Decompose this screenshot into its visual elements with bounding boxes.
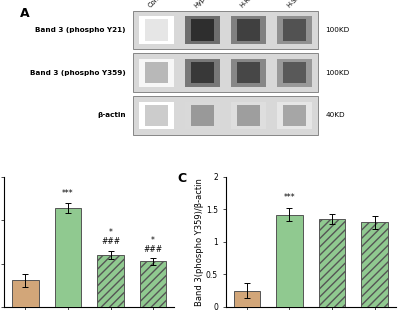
Bar xyxy=(191,19,214,41)
Bar xyxy=(231,59,266,86)
FancyBboxPatch shape xyxy=(133,53,318,92)
Text: 100KD: 100KD xyxy=(326,27,350,33)
Text: Band 3 (phospho Y21): Band 3 (phospho Y21) xyxy=(35,27,126,33)
Bar xyxy=(278,59,312,86)
Text: ###: ### xyxy=(144,246,163,255)
Bar xyxy=(319,219,345,307)
Bar xyxy=(276,215,303,307)
Bar xyxy=(191,105,214,126)
Bar xyxy=(283,105,306,126)
Text: H-Res: H-Res xyxy=(239,0,257,9)
Bar xyxy=(237,62,260,83)
Text: *: * xyxy=(108,228,112,237)
Bar xyxy=(55,208,81,307)
Bar xyxy=(145,19,168,41)
Text: *: * xyxy=(151,236,155,246)
Bar xyxy=(237,19,260,41)
Text: 40KD: 40KD xyxy=(326,113,345,118)
Y-axis label: Band 3(phospho Y359)/β-actin: Band 3(phospho Y359)/β-actin xyxy=(196,178,204,306)
Text: β-actin: β-actin xyxy=(97,113,126,118)
Bar xyxy=(139,59,174,86)
Bar xyxy=(139,102,174,129)
Bar xyxy=(191,62,214,83)
Bar xyxy=(231,102,266,129)
Bar xyxy=(185,16,220,44)
FancyBboxPatch shape xyxy=(133,96,318,135)
Bar xyxy=(185,102,220,129)
Bar xyxy=(283,62,306,83)
Text: H-SAL: H-SAL xyxy=(285,0,304,9)
Text: ***: *** xyxy=(62,189,74,198)
Text: A: A xyxy=(20,7,29,20)
Text: ###: ### xyxy=(101,237,120,246)
Bar xyxy=(145,62,168,83)
Bar xyxy=(278,102,312,129)
Text: Hypoxia: Hypoxia xyxy=(193,0,216,9)
Bar xyxy=(231,16,266,44)
Bar xyxy=(283,19,306,41)
Text: Band 3 (phospho Y359): Band 3 (phospho Y359) xyxy=(30,70,126,76)
Bar xyxy=(12,280,38,307)
Bar xyxy=(234,291,260,307)
Bar xyxy=(362,222,388,307)
Text: 100KD: 100KD xyxy=(326,70,350,76)
Bar xyxy=(185,59,220,86)
Bar xyxy=(237,105,260,126)
Bar xyxy=(139,16,174,44)
Text: Control: Control xyxy=(147,0,168,9)
Text: ***: *** xyxy=(284,193,295,202)
Text: C: C xyxy=(178,172,187,185)
FancyBboxPatch shape xyxy=(133,11,318,49)
Bar xyxy=(97,255,124,307)
Bar xyxy=(140,261,166,307)
Bar xyxy=(145,105,168,126)
Bar xyxy=(278,16,312,44)
